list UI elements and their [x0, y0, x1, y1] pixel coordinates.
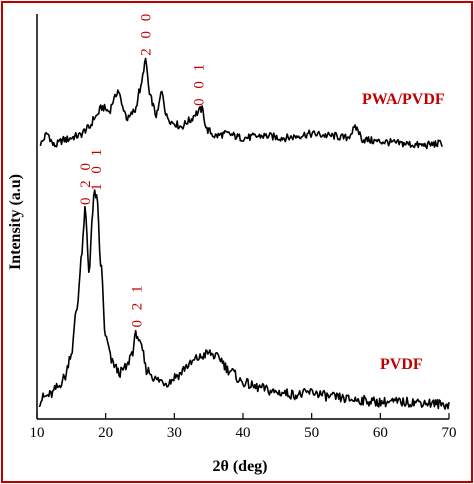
- peak-annotations: 2 0 0 0 0 1 0 2 01 0 1 0 2 1: [78, 11, 207, 328]
- series-label: PVDF: [380, 356, 423, 373]
- series-label: PWA/PVDF: [362, 91, 445, 108]
- series-line-pwa-pvdf: [39, 57, 443, 150]
- series-lines: [38, 57, 450, 410]
- peak-annotation: 0 2 0: [78, 160, 94, 205]
- x-tick-label: 70: [442, 425, 457, 441]
- peak-annotation: 0 0 1: [191, 61, 207, 106]
- x-tick-label: 30: [167, 425, 182, 441]
- series-line-pvdf: [38, 189, 450, 410]
- x-tick-label: 40: [236, 425, 251, 441]
- peak-annotation: 0 2 1: [130, 283, 146, 328]
- x-tick-label: 10: [30, 425, 45, 441]
- peak-annotation: 2 0 0: [139, 11, 155, 56]
- series-labels: PWA/PVDF PVDF: [362, 91, 445, 373]
- peak-annotation: 1 0 1: [89, 146, 105, 191]
- x-tick-label: 20: [98, 425, 113, 441]
- x-tick-label: 60: [373, 425, 388, 441]
- x-ticks: 10 20 30 40 50 60 70: [30, 413, 457, 441]
- y-axis-title: Intensity (a.u): [7, 174, 24, 270]
- x-axis-title: 2θ (deg): [212, 458, 267, 475]
- x-tick-label: 50: [304, 425, 319, 441]
